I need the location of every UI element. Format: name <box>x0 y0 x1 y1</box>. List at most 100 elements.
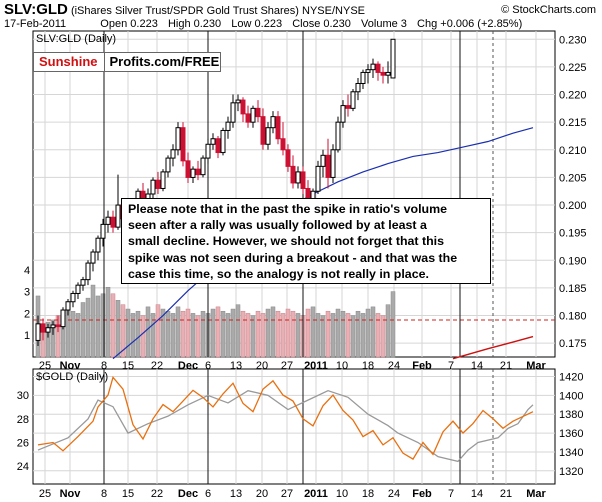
ratio-line <box>37 375 534 460</box>
volume-bar <box>220 310 226 358</box>
gold-x-label: 7 <box>448 488 454 500</box>
high-label: High <box>167 18 191 30</box>
volume-bar <box>350 315 356 358</box>
gold-x-label: 21 <box>500 488 512 500</box>
candle-body <box>280 138 286 151</box>
volume-tick-label: 3 <box>24 287 30 299</box>
gold-x-label: 22 <box>151 488 163 500</box>
sunshine-profits-logo: Sunshine Profits.com/FREE <box>33 52 221 72</box>
volume-bar <box>165 310 171 358</box>
gold-x-label: 10 <box>336 488 348 500</box>
candle-body <box>175 127 181 151</box>
candle-body <box>380 71 386 76</box>
volume-bar <box>125 308 131 358</box>
gold-left-tick-label: 24 <box>17 461 29 473</box>
chg-label: Chg <box>417 18 438 30</box>
volume-bar <box>230 308 236 358</box>
volume-bar <box>325 310 331 358</box>
logo-separator <box>103 53 105 71</box>
candle-body <box>300 171 306 189</box>
volume-bar <box>170 313 176 358</box>
volume-bar <box>305 308 311 358</box>
annotation-box: Please note that in the past the spike i… <box>121 198 491 284</box>
volume-bar <box>200 310 206 358</box>
annotation-line-1: Please note that in the past the spike i… <box>128 202 447 216</box>
gold-panel-label: $GOLD (Daily) <box>36 371 108 383</box>
candle-body <box>320 154 326 167</box>
gold-right-tick-label: 1340 <box>559 447 583 459</box>
volume-bar <box>180 310 186 358</box>
gold-x-label: 8 <box>101 488 107 500</box>
price-tick-label: 0.205 <box>559 172 587 184</box>
candle-body <box>55 324 61 328</box>
candle-body <box>285 149 291 167</box>
volume-bar <box>340 310 346 358</box>
candle-body <box>325 154 331 178</box>
candle-body <box>245 113 251 123</box>
volume-tick-label: 4 <box>24 265 30 277</box>
volume-bar <box>370 306 376 358</box>
chart-header: SLV:GLD (iShares Silver Trust/SPDR Gold … <box>4 1 365 18</box>
candle-body <box>355 82 361 93</box>
gold-x-label: 14 <box>471 488 483 500</box>
gold-right-tick-label: 1360 <box>559 428 583 440</box>
volume-bar <box>120 304 126 358</box>
candle-body <box>270 116 276 129</box>
description: (iShares Silver Trust/SPDR Gold Trust Sh… <box>70 5 299 17</box>
volume-bar <box>115 300 121 358</box>
candle-body <box>275 116 281 140</box>
gold-x-label: 25 <box>39 488 51 500</box>
candle-body <box>375 63 381 73</box>
gold-x-label: Feb <box>412 488 432 500</box>
logo-part-sunshine: Sunshine <box>39 54 98 69</box>
volume-bar <box>195 315 201 358</box>
volume-bar <box>365 308 371 358</box>
copyright: © StockCharts.com <box>501 4 596 16</box>
volume-bar <box>145 306 151 358</box>
candle-body <box>370 63 376 71</box>
volume-bar <box>100 293 106 358</box>
candle-body <box>220 129 226 154</box>
gold-x-label: 15 <box>122 488 134 500</box>
price-tick-label: 0.200 <box>559 200 587 212</box>
logo-part-profits: Profits.com/FREE <box>109 54 220 69</box>
price-tick-label: 0.220 <box>559 90 587 102</box>
gold-right-tick-label: 1420 <box>559 372 583 384</box>
candle-body <box>90 251 96 264</box>
volume-bar <box>175 306 181 358</box>
volume-bar <box>105 286 111 358</box>
close-value: 0.230 <box>323 18 351 30</box>
candle-body <box>255 107 261 118</box>
price-tick-label: 0.215 <box>559 117 587 129</box>
price-tick-label: 0.180 <box>559 311 587 323</box>
candle-body <box>50 324 56 329</box>
gold-right-tick-label: 1400 <box>559 390 583 402</box>
low-label: Low <box>231 18 252 30</box>
volume-bar <box>375 313 381 358</box>
volume-bar <box>240 310 246 358</box>
candle-body <box>315 165 321 192</box>
volume-bar <box>135 310 141 358</box>
volume-bar <box>285 308 291 358</box>
candle-body <box>85 262 91 281</box>
annotation-line-5: case this time, so the analogy is not re… <box>128 266 429 281</box>
candle-body <box>345 105 351 109</box>
candle-body <box>340 105 346 123</box>
candle-body <box>190 168 196 178</box>
volume-bar <box>185 308 191 358</box>
annotation-line-4: spike was not seen during a breakout - a… <box>128 250 458 265</box>
volume-bar <box>110 293 116 358</box>
price-x-label: 7 <box>448 360 454 372</box>
volume-bar <box>245 313 251 358</box>
price-tick-label: 0.185 <box>559 283 587 295</box>
volume-bar <box>50 319 56 358</box>
candle-body <box>200 157 206 176</box>
gold-x-label: 6 <box>205 488 211 500</box>
annotation-line-3: small decline. However, we should not fo… <box>128 234 445 249</box>
volume-bar <box>250 315 256 358</box>
price-tick-label: 0.190 <box>559 255 587 267</box>
candle-body <box>225 121 231 131</box>
price-tick-label: 0.230 <box>559 34 587 46</box>
candle-body <box>70 292 76 303</box>
gold-left-tick-label: 28 <box>17 414 29 426</box>
